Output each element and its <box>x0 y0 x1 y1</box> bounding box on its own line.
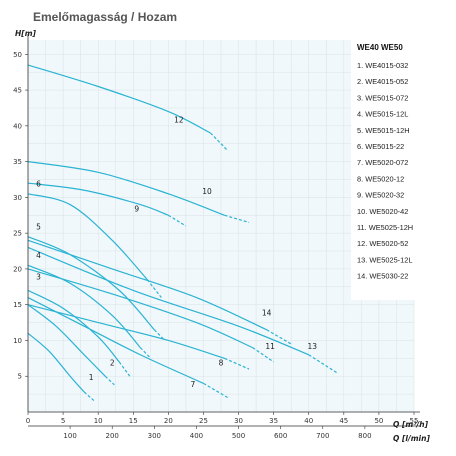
series-9-curve <box>27 182 169 216</box>
series-13-curve-extension <box>308 354 338 374</box>
x2-tick-label: 100 <box>63 432 76 440</box>
x-tick-label: 15 <box>129 417 138 425</box>
legend-item: 9. WE5020-32 <box>357 191 404 200</box>
series-3-curve <box>27 289 120 363</box>
series-2-curve-extension <box>104 375 115 386</box>
x-tick-label: 25 <box>199 417 208 425</box>
legend-item: 12. WE5020-52 <box>357 239 408 248</box>
x2-tick-label: 500 <box>232 432 245 440</box>
x-tick-label: 20 <box>164 417 173 425</box>
x2-tick-label: 200 <box>106 432 119 440</box>
series-9-curve-extension <box>168 214 187 227</box>
series-1-label: 1 <box>89 373 94 382</box>
legend-title: WE40 WE50 <box>357 43 403 52</box>
x-tick-label: 50 <box>374 417 383 425</box>
legend-item: 14. WE5030-22 <box>357 272 408 281</box>
series-5-label: 5 <box>36 223 41 232</box>
series-4-curve <box>27 264 141 349</box>
x-tick-label: 45 <box>339 417 348 425</box>
x2-tick-label: 300 <box>148 432 161 440</box>
y-tick-label: 30 <box>13 194 22 202</box>
series-2-curve <box>27 304 106 377</box>
x-tick-label: 35 <box>269 417 278 425</box>
legend-item: 13. WE5025-12L <box>357 255 412 264</box>
series-11-curve <box>27 268 253 349</box>
y-axis-label: H[m] <box>15 29 37 38</box>
x-tick-label: 5 <box>61 417 65 425</box>
legend-item: 6. WE5015-22 <box>357 142 404 151</box>
series-13-curve <box>27 246 309 356</box>
legend-item: 1. WE4015-032 <box>357 61 408 70</box>
legend-box <box>351 38 428 300</box>
series-10-curve <box>27 161 225 216</box>
series-8-label: 8 <box>219 359 224 368</box>
series-4-curve-extension <box>139 347 152 359</box>
series-3-curve-extension <box>118 361 131 377</box>
x-tick-label: 40 <box>304 417 313 425</box>
x2-tick-label: 800 <box>358 432 371 440</box>
x-tick-label: 30 <box>234 417 243 425</box>
x2-tick-label: 700 <box>316 432 329 440</box>
series-4-label: 4 <box>36 251 41 260</box>
series-14-label: 14 <box>262 308 272 317</box>
x2-tick-label: 400 <box>190 432 203 440</box>
y-tick-label: 50 <box>13 51 22 59</box>
y-tick-label: 40 <box>13 122 22 130</box>
series-11-label: 11 <box>265 342 275 351</box>
legend-item: 5. WE5015-12H <box>357 126 410 135</box>
x-tick-label: 55 <box>410 417 419 425</box>
series-7-label: 7 <box>191 380 196 389</box>
series-12-label: 12 <box>174 115 184 124</box>
legend-item: 7. WE5020-072 <box>357 158 408 167</box>
series-1-curve <box>27 332 85 393</box>
legend-items: 1. WE4015-032 2. WE4015-052 3. WE5015-072 4… <box>357 61 413 281</box>
series-8-curve-extension <box>224 357 250 370</box>
series-12-curve <box>27 64 211 134</box>
series-10-label: 10 <box>202 187 212 196</box>
legend-item: 3. WE5015-072 <box>357 93 408 102</box>
series-11-curve-extension <box>252 347 274 363</box>
series-6-curve-extension <box>146 279 162 298</box>
legend-item: 11. WE5025-12H <box>357 223 413 232</box>
legend-item: 10. WE5020-42 <box>357 207 408 216</box>
y-tick-label: 20 <box>13 265 22 273</box>
series-3-label: 3 <box>36 273 41 282</box>
x-tick-label: 0 <box>26 417 30 425</box>
series-10-curve-extension <box>224 214 250 223</box>
legend-item: 2. WE4015-052 <box>357 77 408 86</box>
series-1-curve-extension <box>83 391 96 402</box>
series-6-label: 6 <box>36 180 41 189</box>
legend-item: 4. WE5015-12L <box>357 110 408 119</box>
x-tick-label: 10 <box>94 417 103 425</box>
y-tick-label: 25 <box>13 230 22 238</box>
y-tick-label: 5 <box>18 373 22 381</box>
legend-item: 8. WE5020-12 <box>357 174 404 183</box>
series-8-curve <box>27 304 225 359</box>
series-14-curve <box>27 239 267 331</box>
series-6-curve <box>27 193 148 281</box>
x2-axis-label: Q [l/min] <box>393 434 430 443</box>
y-tick-label: 15 <box>13 301 22 309</box>
series-13-label: 13 <box>307 342 317 351</box>
x-axis-label: Q [m³/h] <box>393 420 429 429</box>
series-12-curve-extension <box>210 132 229 152</box>
series-2-label: 2 <box>110 359 115 368</box>
series-5-curve <box>27 236 155 331</box>
y-tick-label: 35 <box>13 158 22 166</box>
series-9-label: 9 <box>134 205 139 214</box>
chart-title: Emelőmagasság / Hozam <box>33 10 177 24</box>
x2-tick-label: 600 <box>274 432 287 440</box>
y-tick-label: 10 <box>13 337 22 345</box>
legend: WE40 WE50 1. WE4015-032 2. WE4015-052 3. W… <box>351 38 428 300</box>
y-tick-label: 45 <box>13 87 22 95</box>
series-layer <box>27 64 338 402</box>
